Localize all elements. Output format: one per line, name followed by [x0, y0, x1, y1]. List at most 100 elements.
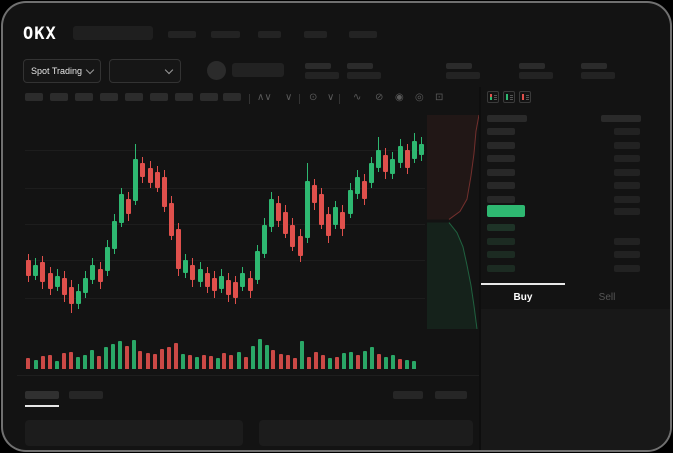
timeframe-placeholder[interactable]: [150, 93, 168, 101]
ask-row-price-bar[interactable]: [487, 128, 515, 135]
stat-value-placeholder: [347, 72, 381, 79]
volume-bar: [313, 352, 318, 369]
candle-body: [140, 163, 146, 177]
volume-bar: [348, 352, 353, 369]
volume-bar: [103, 347, 108, 369]
candle-body: [347, 189, 353, 214]
snapshot-icon[interactable]: ◉: [395, 92, 404, 103]
fullscreen-icon[interactable]: ⊡: [435, 92, 444, 103]
ask-row-price-bar[interactable]: [487, 195, 515, 203]
volume-bar: [166, 347, 171, 369]
ask-row-price-bar[interactable]: [487, 141, 515, 149]
ask-row-amount-bar[interactable]: [614, 128, 640, 135]
candle-body: [361, 181, 367, 199]
orderbook-bids-icon[interactable]: [503, 91, 515, 103]
chart-toolbar: ∧∨ ∨ ⊙ ∨ ∿ ⊘ ◉ ◎ ⊡: [3, 89, 481, 109]
market-type-selector[interactable]: Spot Trading: [23, 59, 101, 83]
bid-row-price-bar[interactable]: [487, 224, 515, 231]
volume-bar: [26, 357, 31, 369]
timeframe-placeholder[interactable]: [125, 93, 143, 101]
ask-row-price-bar[interactable]: [487, 182, 515, 189]
volume-bar: [376, 354, 381, 369]
bid-row-price-bar[interactable]: [487, 237, 515, 245]
orders-tab-active[interactable]: [25, 391, 59, 399]
interval-icon[interactable]: ∨: [285, 92, 293, 103]
icon-asks-strip: [490, 94, 492, 97]
nav-item-placeholder[interactable]: [349, 31, 377, 38]
nav-item-placeholder[interactable]: [258, 31, 281, 38]
icon-line: [510, 95, 513, 96]
bid-row-price-bar[interactable]: [487, 251, 515, 258]
depth-asks-area: [427, 115, 479, 220]
volume-bar: [208, 356, 213, 369]
pair-name-placeholder: [232, 63, 284, 77]
orderbook-col-header-price: [487, 115, 527, 122]
timeframe-placeholder[interactable]: [200, 93, 218, 101]
candle-body: [97, 269, 103, 283]
pair-selector-dropdown[interactable]: [109, 59, 181, 83]
gridline: [25, 150, 425, 152]
chart-settings-icon[interactable]: ◎: [415, 92, 424, 103]
ask-row-amount-bar[interactable]: [614, 141, 640, 149]
ask-row-price-bar[interactable]: [487, 155, 515, 162]
ask-row-amount-bar[interactable]: [614, 182, 640, 189]
bid-row-price-bar[interactable]: [487, 264, 515, 272]
top-nav: [3, 3, 670, 49]
orderbook-all-icon[interactable]: [487, 91, 499, 103]
candle-body: [118, 194, 124, 223]
orders-filter-placeholder[interactable]: [393, 391, 423, 399]
toolbar-separator: [249, 94, 250, 104]
volume-bar: [383, 357, 388, 369]
ask-row-amount-bar[interactable]: [614, 155, 640, 162]
pair-avatar[interactable]: [207, 61, 226, 80]
depth-bids-area: [427, 222, 477, 329]
orders-filter-placeholder[interactable]: [435, 391, 467, 399]
icon-line: [526, 99, 529, 100]
tab-buy[interactable]: Buy: [513, 291, 533, 303]
ask-row-amount-bar[interactable]: [614, 195, 640, 203]
volume-bar: [299, 341, 304, 369]
market-type-label: Spot Trading: [30, 66, 83, 76]
candle-style-icon[interactable]: ∧∨: [257, 92, 272, 103]
ask-row-amount-bar[interactable]: [614, 168, 640, 176]
orders-tab-active-indicator: [25, 405, 59, 407]
compare-icon[interactable]: ∨: [327, 92, 335, 103]
nav-item-placeholder[interactable]: [304, 31, 327, 38]
indicators-icon[interactable]: ⊙: [309, 92, 318, 103]
timeframe-placeholder[interactable]: [223, 93, 241, 101]
order-form: [481, 309, 670, 450]
nav-item-placeholder[interactable]: [211, 31, 240, 38]
candle-body: [168, 203, 174, 236]
orders-tab-secondary[interactable]: [69, 391, 103, 399]
bid-row-amount-bar[interactable]: [614, 251, 640, 258]
timeframe-placeholder[interactable]: [175, 93, 193, 101]
ticker-stat-group: [581, 63, 617, 81]
volume-bar: [145, 352, 150, 369]
candle-body: [411, 141, 417, 159]
okx-logo[interactable]: OKX: [23, 24, 57, 44]
candle-body: [297, 236, 303, 256]
draw-icon[interactable]: ⊘: [375, 92, 384, 103]
volume-bar: [278, 354, 283, 369]
volume-bar: [187, 355, 192, 369]
nav-item-placeholder[interactable]: [168, 31, 196, 38]
tab-sell[interactable]: Sell: [598, 291, 616, 303]
volume-bar: [82, 355, 87, 369]
stat-value-placeholder: [581, 72, 615, 79]
volume-bar: [40, 356, 45, 369]
icon-line: [510, 97, 513, 98]
last-price-highlight[interactable]: [487, 205, 525, 217]
orderbook-asks-icon[interactable]: [519, 91, 531, 103]
timeframe-placeholder[interactable]: [25, 93, 43, 101]
timeframe-placeholder[interactable]: [100, 93, 118, 101]
bid-row-amount-bar[interactable]: [614, 264, 640, 272]
timeframe-placeholder[interactable]: [75, 93, 93, 101]
line-overlay-icon[interactable]: ∿: [353, 92, 362, 103]
ask-row-price-bar[interactable]: [487, 168, 515, 176]
volume-bar: [390, 355, 395, 369]
timeframe-placeholder[interactable]: [50, 93, 68, 101]
bid-row-amount-bar[interactable]: [614, 237, 640, 245]
candle-body: [190, 264, 196, 280]
volume-bar: [264, 345, 269, 369]
